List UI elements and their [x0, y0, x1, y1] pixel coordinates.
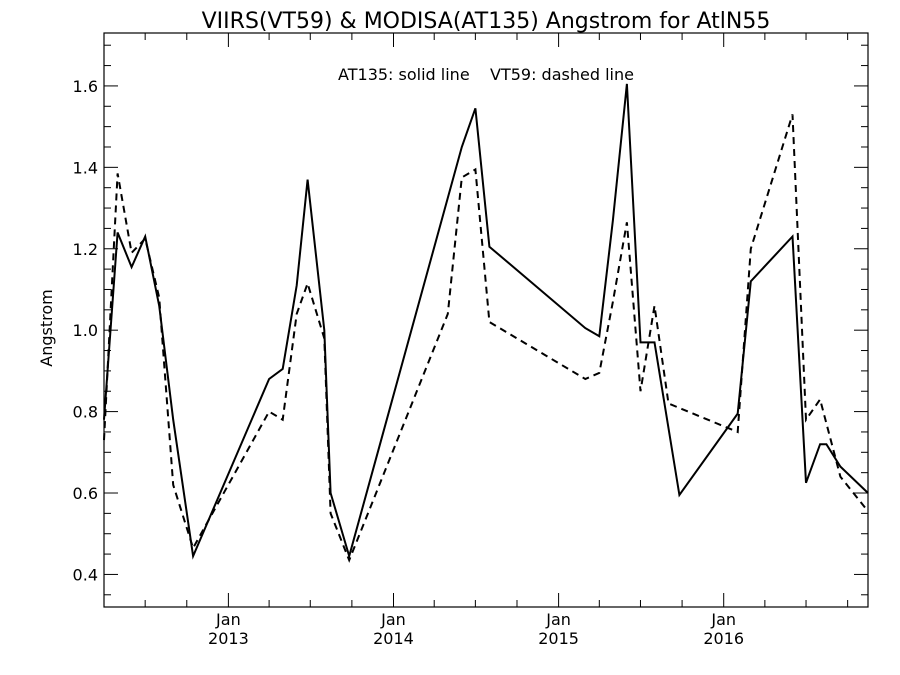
series-line-vt59 [103, 114, 869, 563]
x-tick-label-month: Jan [710, 610, 736, 629]
y-tick-label: 0.4 [73, 565, 98, 584]
y-axis-label: Angstrom [37, 289, 56, 366]
x-tick-label-month: Jan [545, 610, 571, 629]
y-tick-label: 0.6 [73, 484, 98, 503]
chart-title: VIIRS(VT59) & MODISA(AT135) Angstrom for… [202, 9, 771, 34]
plot-frame [103, 32, 869, 608]
y-tick-label: 1.2 [73, 240, 98, 259]
x-tick-label-year: 2015 [538, 629, 579, 648]
y-tick-label: 1.6 [73, 77, 98, 96]
x-tick-label-year: 2014 [373, 629, 414, 648]
y-tick-label: 1.0 [73, 321, 98, 340]
series-layer [103, 83, 869, 563]
y-tick-label: 0.8 [73, 403, 98, 422]
axes-layer: 0.40.60.81.01.21.41.6Jan2013Jan2014Jan20… [73, 33, 868, 648]
y-tick-label: 1.4 [73, 158, 98, 177]
x-tick-label-month: Jan [380, 610, 406, 629]
x-tick-label-month: Jan [215, 610, 241, 629]
series-annotation: AT135: solid line VT59: dashed line [338, 65, 634, 84]
x-tick-label-year: 2016 [703, 629, 744, 648]
x-tick-label-year: 2013 [208, 629, 249, 648]
series-line-at135 [103, 83, 869, 560]
